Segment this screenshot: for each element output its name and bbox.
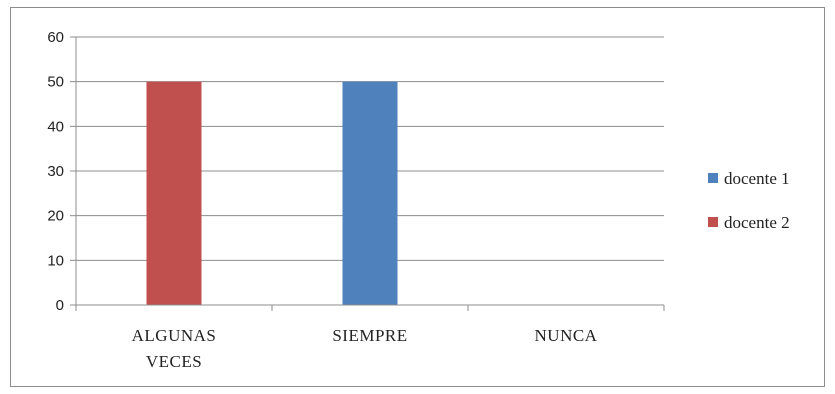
y-tick-label-20: 20 [47,208,64,225]
legend-swatch-docente-1 [708,173,718,183]
x-category-label-2-0: NUNCA [535,326,598,345]
bar-docente-2-0 [146,81,202,306]
chart-frame [10,7,825,387]
legend-label-docente-2: docente 2 [724,213,790,232]
y-tick-label-10: 10 [47,252,64,269]
y-tick-label-40: 40 [47,118,64,135]
y-tick-label-0: 0 [56,297,64,314]
x-category-label-0-1: VECES [146,352,202,371]
y-tick-label-60: 60 [47,29,64,46]
x-category-label-0-0: ALGUNAS [132,326,217,345]
y-tick-label-30: 30 [47,163,64,180]
legend-label-docente-1: docente 1 [724,169,790,188]
bar-docente-1-1 [342,81,398,306]
legend-swatch-docente-2 [708,217,718,227]
x-category-label-1-0: SIEMPRE [332,326,407,345]
y-tick-label-50: 50 [47,74,64,91]
